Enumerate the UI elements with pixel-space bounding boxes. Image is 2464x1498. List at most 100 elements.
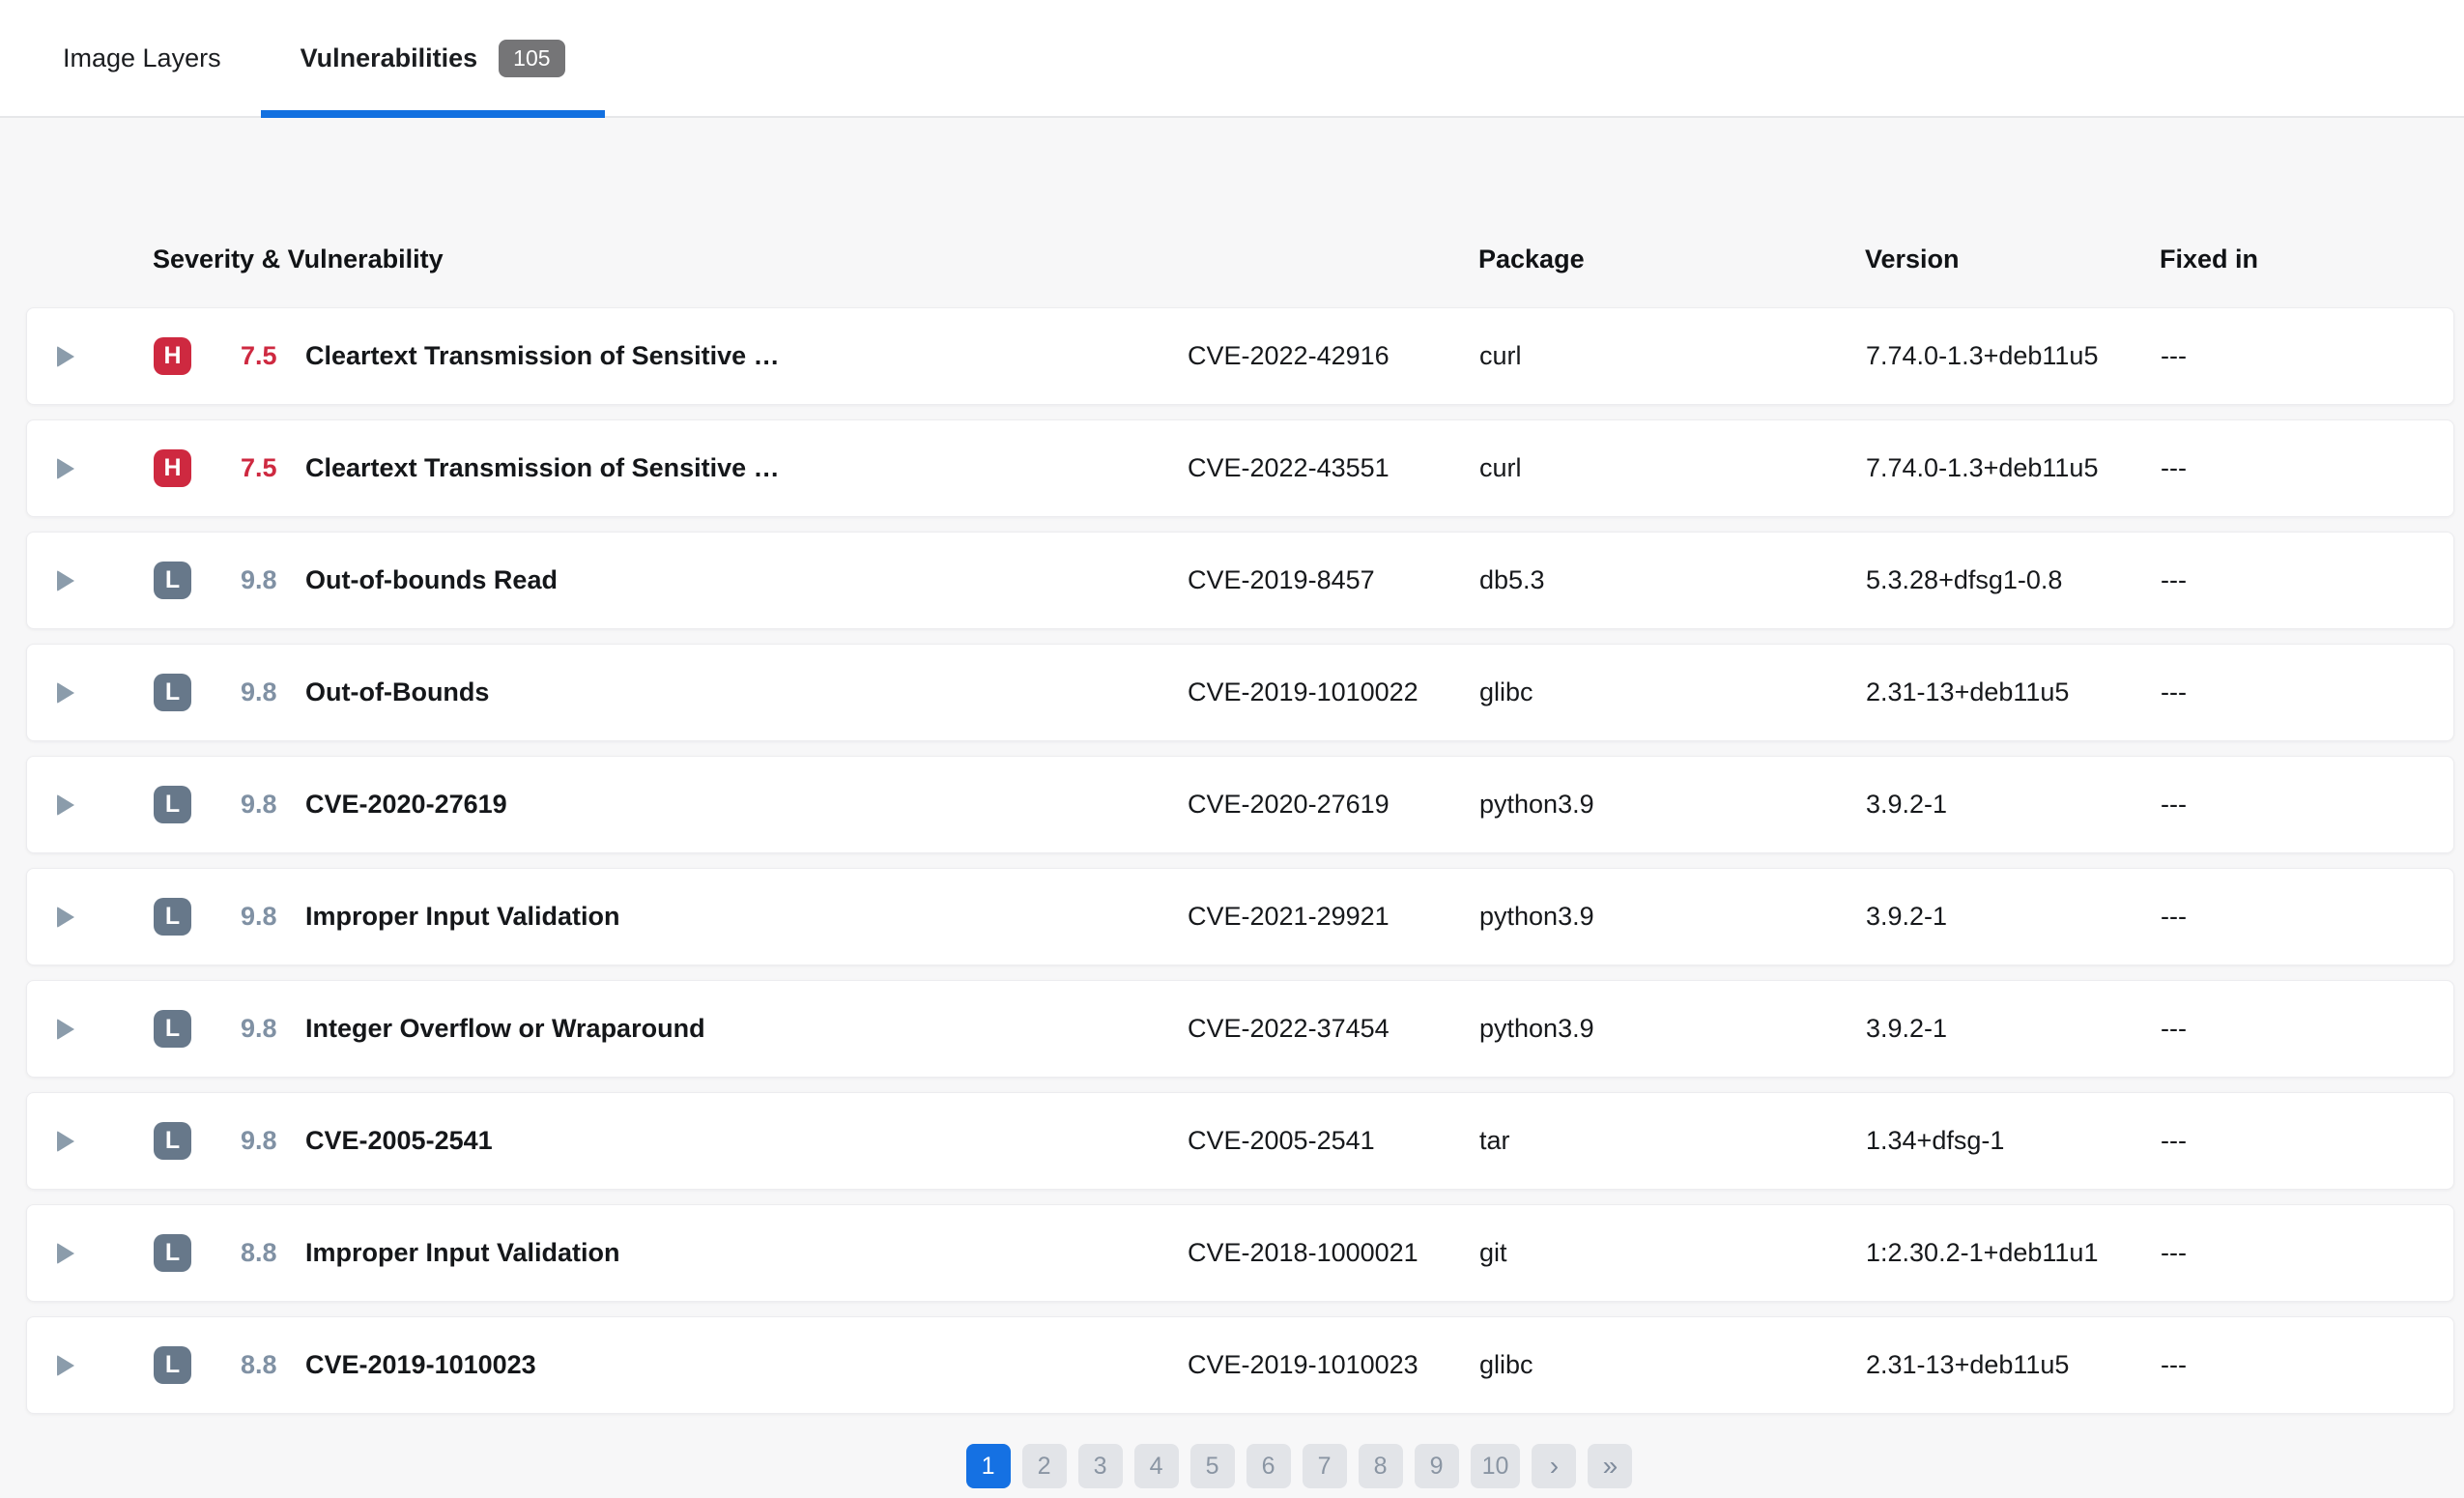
package-name: git xyxy=(1479,1238,1507,1267)
cve-id: CVE-2018-1000021 xyxy=(1188,1238,1418,1267)
cve-id: CVE-2022-37454 xyxy=(1188,1014,1390,1043)
expand-arrow-icon[interactable] xyxy=(57,345,74,367)
cve-id: CVE-2019-1010022 xyxy=(1188,677,1418,706)
tab-bar: Image Layers Vulnerabilities 105 xyxy=(0,0,2464,118)
package-version: 3.9.2-1 xyxy=(1866,1014,1948,1043)
package-version: 1.34+dfsg-1 xyxy=(1866,1126,2005,1155)
expand-cell xyxy=(27,1130,154,1152)
page-button-2[interactable]: 2 xyxy=(1021,1444,1067,1488)
expand-cell xyxy=(27,457,154,479)
vulnerability-title: Improper Input Validation xyxy=(305,1238,620,1267)
table-row[interactable]: L 9.8 CVE-2020-27619 CVE-2020-27619 pyth… xyxy=(26,756,2454,853)
package-name: db5.3 xyxy=(1479,565,1545,594)
package-version: 2.31-13+deb11u5 xyxy=(1866,677,2070,706)
expand-arrow-icon[interactable] xyxy=(57,1018,74,1040)
pagination-container: 1 2 3 4 5 6 7 8 9 10 › » xyxy=(26,1444,2454,1488)
page-button-1[interactable]: 1 xyxy=(965,1444,1011,1488)
vulnerability-title: Cleartext Transmission of Sensitive … xyxy=(305,341,780,370)
cve-id: CVE-2019-1010023 xyxy=(1188,1350,1418,1379)
package-name: glibc xyxy=(1479,677,1533,706)
page-button-5[interactable]: 5 xyxy=(1189,1444,1235,1488)
fixed-in-value: --- xyxy=(2161,1238,2187,1267)
severity-badge: L xyxy=(154,1234,191,1272)
expand-arrow-icon[interactable] xyxy=(57,569,74,591)
cve-id: CVE-2022-42916 xyxy=(1188,341,1390,370)
package-name: python3.9 xyxy=(1479,1014,1594,1043)
expand-arrow-icon[interactable] xyxy=(57,457,74,479)
severity-cell: L xyxy=(154,898,241,936)
severity-cell: H xyxy=(154,337,241,375)
package-version: 3.9.2-1 xyxy=(1866,790,1948,819)
expand-arrow-icon[interactable] xyxy=(57,793,74,816)
expand-arrow-icon[interactable] xyxy=(57,906,74,928)
package-name: glibc xyxy=(1479,1350,1533,1379)
vulnerability-table: Severity & Vulnerability Package Version… xyxy=(0,118,2464,1488)
package-version: 3.9.2-1 xyxy=(1866,902,1948,931)
page-button-10[interactable]: 10 xyxy=(1470,1444,1521,1488)
severity-badge: L xyxy=(154,674,191,711)
page-button-9[interactable]: 9 xyxy=(1414,1444,1459,1488)
header-fixed-in: Fixed in xyxy=(2160,245,2259,274)
header-spacer xyxy=(26,245,153,274)
cvss-score: 9.8 xyxy=(241,1126,277,1155)
page-button-3[interactable]: 3 xyxy=(1077,1444,1123,1488)
vulnerability-title: Improper Input Validation xyxy=(305,902,620,931)
page-button-6[interactable]: 6 xyxy=(1246,1444,1291,1488)
tab-vulnerabilities[interactable]: Vulnerabilities 105 xyxy=(260,0,605,118)
next-page-icon[interactable]: › xyxy=(1532,1444,1577,1488)
fixed-in-value: --- xyxy=(2161,677,2187,706)
expand-arrow-icon[interactable] xyxy=(57,1242,74,1264)
fixed-in-value: --- xyxy=(2161,341,2187,370)
cve-id: CVE-2022-43551 xyxy=(1188,453,1390,482)
severity-badge: L xyxy=(154,562,191,599)
table-row[interactable]: L 9.8 Out-of-Bounds CVE-2019-1010022 gli… xyxy=(26,644,2454,741)
fixed-in-value: --- xyxy=(2161,565,2187,594)
table-row[interactable]: H 7.5 Cleartext Transmission of Sensitiv… xyxy=(26,307,2454,405)
header-version: Version xyxy=(1865,245,1960,274)
expand-cell xyxy=(27,1354,154,1376)
cvss-score: 9.8 xyxy=(241,565,277,594)
expand-arrow-icon[interactable] xyxy=(57,1130,74,1152)
cvss-score: 9.8 xyxy=(241,790,277,819)
vulnerability-title: CVE-2019-1010023 xyxy=(305,1350,536,1379)
header-severity-vulnerability: Severity & Vulnerability xyxy=(153,245,444,274)
cvss-score: 7.5 xyxy=(241,453,277,482)
cvss-score: 8.8 xyxy=(241,1350,277,1379)
fixed-in-value: --- xyxy=(2161,453,2187,482)
package-name: python3.9 xyxy=(1479,790,1594,819)
expand-arrow-icon[interactable] xyxy=(57,1354,74,1376)
pagination: 1 2 3 4 5 6 7 8 9 10 › » xyxy=(965,1444,1633,1488)
package-version: 1:2.30.2-1+deb11u1 xyxy=(1866,1238,2099,1267)
table-row[interactable]: L 9.8 CVE-2005-2541 CVE-2005-2541 tar 1.… xyxy=(26,1092,2454,1190)
table-row[interactable]: L 9.8 Improper Input Validation CVE-2021… xyxy=(26,868,2454,965)
fixed-in-value: --- xyxy=(2161,790,2187,819)
expand-cell xyxy=(27,345,154,367)
package-name: tar xyxy=(1479,1126,1510,1155)
package-name: curl xyxy=(1479,341,1522,370)
cvss-score: 9.8 xyxy=(241,677,277,706)
page-button-4[interactable]: 4 xyxy=(1133,1444,1179,1488)
table-row[interactable]: H 7.5 Cleartext Transmission of Sensitiv… xyxy=(26,419,2454,517)
package-name: curl xyxy=(1479,453,1522,482)
package-version: 2.31-13+deb11u5 xyxy=(1866,1350,2070,1379)
vulnerability-count-badge: 105 xyxy=(499,39,565,77)
expand-arrow-icon[interactable] xyxy=(57,681,74,704)
table-row[interactable]: L 8.8 Improper Input Validation CVE-2018… xyxy=(26,1204,2454,1302)
package-version: 7.74.0-1.3+deb11u5 xyxy=(1866,341,2099,370)
table-row[interactable]: L 8.8 CVE-2019-1010023 CVE-2019-1010023 … xyxy=(26,1316,2454,1414)
table-row[interactable]: L 9.8 Out-of-bounds Read CVE-2019-8457 d… xyxy=(26,532,2454,629)
page-button-8[interactable]: 8 xyxy=(1358,1444,1403,1488)
cvss-score: 9.8 xyxy=(241,902,277,931)
cve-id: CVE-2019-8457 xyxy=(1188,565,1375,594)
fixed-in-value: --- xyxy=(2161,1014,2187,1043)
last-page-icon[interactable]: » xyxy=(1588,1444,1633,1488)
vulnerability-title: Out-of-bounds Read xyxy=(305,565,558,594)
page-button-7[interactable]: 7 xyxy=(1302,1444,1347,1488)
vulnerability-title: CVE-2020-27619 xyxy=(305,790,507,819)
table-row[interactable]: L 9.8 Integer Overflow or Wraparound CVE… xyxy=(26,980,2454,1078)
vulnerability-title: Cleartext Transmission of Sensitive … xyxy=(305,453,780,482)
severity-cell: L xyxy=(154,1234,241,1272)
tab-image-layers[interactable]: Image Layers xyxy=(23,0,261,116)
expand-cell xyxy=(27,793,154,816)
cve-id: CVE-2020-27619 xyxy=(1188,790,1390,819)
